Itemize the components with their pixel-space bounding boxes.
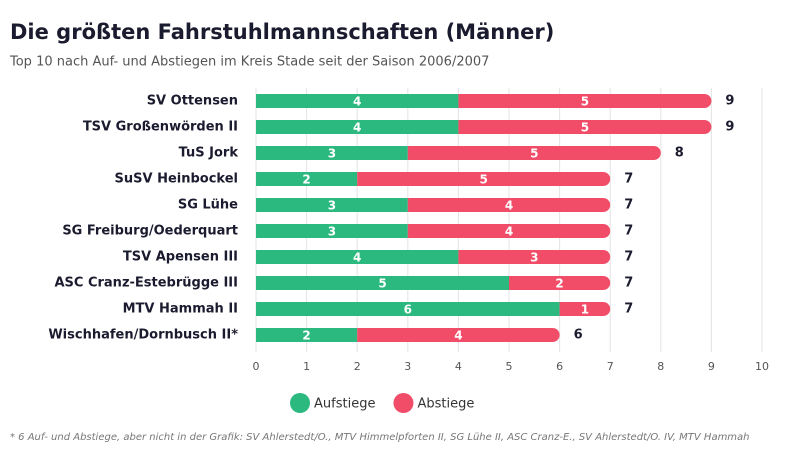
category-label: TSV Apensen III [123,250,238,265]
footnote: * 6 Auf- und Abstiege, aber nicht in der… [10,432,750,443]
x-tick-label: 8 [657,360,664,373]
segment-label: 2 [302,329,310,343]
segment-label: 3 [328,147,336,161]
segment-label: 4 [454,329,462,343]
total-label: 8 [675,146,684,161]
segment-label: 3 [328,199,336,213]
segment-label: 5 [480,173,488,187]
category-label: TSV Großenwörden II [83,120,238,135]
bar-segment [256,198,408,212]
segment-label: 4 [505,225,513,239]
chart-subtitle: Top 10 nach Auf- und Abstiegen im Kreis … [9,55,489,70]
x-tick-label: 10 [755,360,769,373]
segment-label: 2 [555,277,563,291]
legend-label: Abstiege [417,397,474,412]
category-label: SV Ottensen [147,94,238,109]
x-tick-label: 2 [354,360,361,373]
total-label: 7 [624,198,633,213]
segment-label: 4 [353,251,361,265]
total-label: 7 [624,250,633,265]
bar-segment [458,250,611,264]
total-label: 9 [725,94,734,109]
total-label: 7 [624,224,633,239]
bar-segment [458,120,712,134]
category-label: TuS Jork [179,146,239,161]
x-tick-label: 5 [506,360,513,373]
total-label: 6 [574,328,583,343]
bar-segment [256,172,358,186]
legend-swatch [393,393,414,413]
total-label: 9 [725,120,734,135]
total-label: 7 [624,276,633,291]
segment-label: 2 [302,173,310,187]
segment-label: 5 [530,147,538,161]
x-tick-label: 0 [253,360,260,373]
bar-segment [407,198,611,212]
bar-segment [256,146,408,160]
x-tick-label: 7 [607,360,614,373]
bar-segment [256,94,459,108]
total-label: 7 [624,302,633,317]
segment-label: 1 [581,303,589,317]
bar-segment [407,224,611,238]
bar-segment [256,328,358,342]
segment-label: 6 [404,303,412,317]
bar-segment [509,276,611,290]
bar-segment [357,172,611,186]
legend-label: Aufstiege [314,397,375,412]
category-label: SG Lühe [178,198,238,213]
segment-label: 5 [581,121,589,135]
segment-label: 5 [378,277,386,291]
category-label: ASC Cranz-Estebrügge III [54,276,238,291]
category-label: SG Freiburg/Oederquart [62,224,238,239]
bar-segment [458,94,712,108]
x-tick-label: 3 [404,360,411,373]
segment-label: 3 [530,251,538,265]
segment-label: 5 [581,95,589,109]
bar-segment [256,302,560,316]
segment-label: 4 [505,199,513,213]
category-label: Wischhafen/Dornbusch II* [48,328,238,343]
segment-label: 3 [328,225,336,239]
bar-segment [256,250,459,264]
category-label: SuSV Heinbockel [115,172,239,187]
bar-segment [559,302,611,316]
legend-swatch [290,393,310,413]
bar-segment [357,328,560,342]
chart-title: Die größten Fahrstuhlmannschaften (Männe… [10,20,554,44]
total-label: 7 [624,172,633,187]
bar-segment [407,146,661,160]
x-tick-label: 1 [303,360,310,373]
x-tick-label: 9 [708,360,715,373]
segment-label: 4 [353,95,361,109]
bar-segment [256,276,509,290]
x-tick-label: 4 [455,360,462,373]
category-label: MTV Hammah II [123,302,238,317]
bar-segment [256,120,459,134]
bar-segment [256,224,408,238]
segment-label: 4 [353,121,361,135]
x-tick-label: 6 [556,360,563,373]
